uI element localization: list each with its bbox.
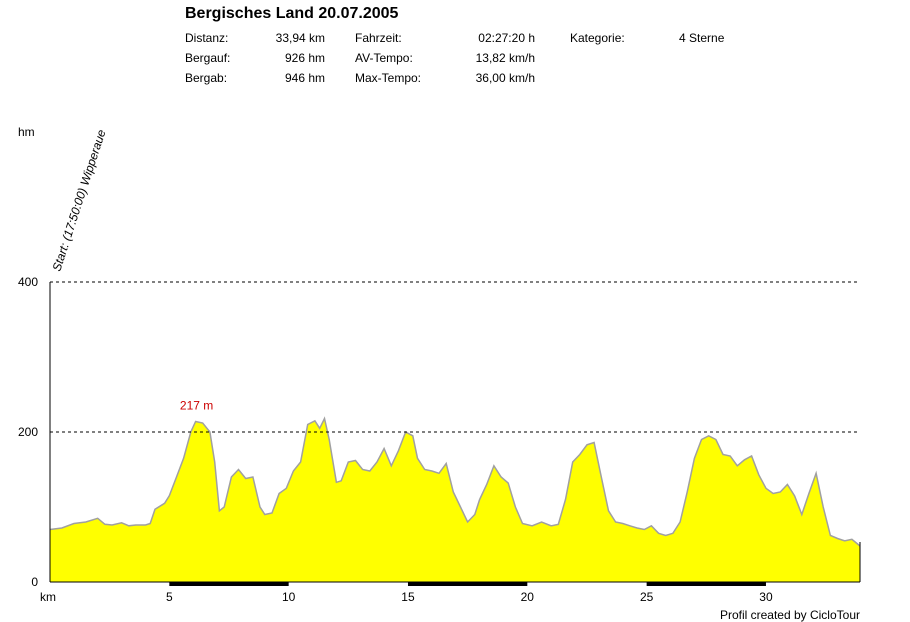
bergab-value: 946 hm bbox=[284, 71, 325, 85]
km-band bbox=[169, 582, 289, 586]
bergauf-value: 926 hm bbox=[284, 51, 325, 65]
elevation-area bbox=[50, 418, 860, 582]
x-tick-label: 10 bbox=[282, 590, 296, 604]
distanz-label: Distanz: bbox=[185, 31, 229, 45]
start-label: Start: (17:50:00) Wipperaue bbox=[50, 128, 109, 273]
chart-title: Bergisches Land 20.07.2005 bbox=[185, 5, 399, 22]
km-band bbox=[407, 582, 528, 586]
x-tick-label: 30 bbox=[759, 590, 773, 604]
max-tempo-value: 36,00 km/h bbox=[475, 71, 535, 85]
elevation-line bbox=[49, 416, 861, 547]
y-tick-label: 400 bbox=[18, 275, 38, 289]
y-tick-label: 200 bbox=[18, 425, 38, 439]
max-tempo-label: Max-Tempo: bbox=[355, 71, 422, 85]
av-tempo-value: 13,82 km/h bbox=[475, 51, 535, 65]
x-tick-label: 5 bbox=[166, 590, 173, 604]
x-axis-label: km bbox=[40, 590, 56, 604]
y-tick-label: 0 bbox=[31, 575, 38, 589]
bergab-label: Bergab: bbox=[185, 71, 228, 85]
av-tempo-label: AV-Tempo: bbox=[355, 51, 413, 65]
fahrzeit-value: 02:27:20 h bbox=[478, 31, 535, 45]
kategorie-value: 4 Sterne bbox=[679, 31, 725, 45]
x-tick-label: 15 bbox=[401, 590, 415, 604]
x-tick-label: 20 bbox=[521, 590, 535, 604]
km-band bbox=[646, 582, 766, 586]
kategorie-label: Kategorie: bbox=[570, 31, 625, 45]
y-axis-label: hm bbox=[18, 125, 35, 139]
x-tick-label: 25 bbox=[640, 590, 654, 604]
fahrzeit-label: Fahrzeit: bbox=[355, 31, 402, 45]
max-elevation-label: 217 m bbox=[180, 398, 213, 412]
credit-text: Profil created by CicloTour bbox=[719, 608, 860, 622]
distanz-value: 33,94 km bbox=[275, 31, 325, 45]
bergauf-label: Bergauf: bbox=[185, 51, 231, 65]
